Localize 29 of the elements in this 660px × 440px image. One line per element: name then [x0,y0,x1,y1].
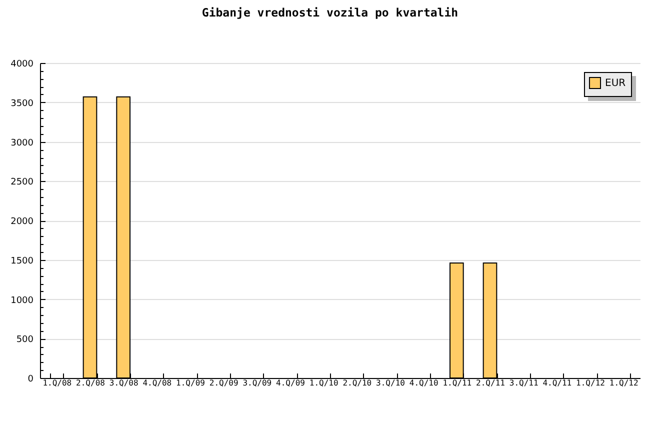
y-tick-label: 2500 [10,178,34,188]
x-tick-label: 3.Q/08 [109,378,138,388]
x-tick-label: 1.Q/11 [442,378,472,388]
legend-label: EUR [605,78,626,89]
chart-title: Gibanje vrednosti vozila po kvartalih [202,6,458,20]
x-tick-label: 3.Q/10 [376,378,406,388]
y-tick-label: 0 [28,374,34,384]
x-tick-label: 1.Q/10 [309,378,338,388]
x-tick-label: 2.Q/11 [476,378,506,388]
x-tick-label: 3.Q/09 [242,378,272,388]
x-tick-label: 4.Q/11 [542,378,572,388]
y-tick-label: 3500 [10,98,34,109]
x-tick-label: 3.Q/11 [509,378,538,388]
x-tick-label: 1.Q/12 [576,378,606,388]
x-tick-label: 2.Q/08 [76,378,106,388]
x-tick-label: 1.Q/09 [176,378,206,388]
x-tick-label: 2.Q/09 [209,378,238,388]
y-tick-label: 1500 [10,256,34,266]
x-tick-label: 2.Q/10 [342,378,372,388]
y-tick-label: 1000 [10,296,34,306]
x-tick-label: 4.Q/08 [142,378,172,388]
x-tick-label: 4.Q/10 [409,378,438,388]
x-tick-label: 4.Q/09 [276,378,306,388]
x-tick-label: 1.Q/12 [609,378,638,388]
y-tick-label: 3000 [10,138,34,148]
y-tick-label: 500 [16,335,34,346]
y-tick-label: 4000 [10,60,34,70]
x-tick-label: 1.Q/08 [42,378,72,388]
y-tick-label: 2000 [10,217,34,227]
